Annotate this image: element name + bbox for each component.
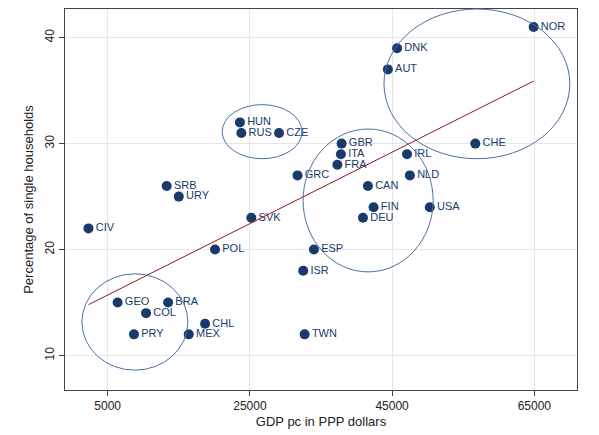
svg-text:45000: 45000 xyxy=(375,399,409,413)
svg-text:65000: 65000 xyxy=(518,399,552,413)
svg-text:ISR: ISR xyxy=(310,264,328,276)
svg-text:RUS: RUS xyxy=(249,126,272,138)
svg-text:IRL: IRL xyxy=(414,147,431,159)
svg-text:CZE: CZE xyxy=(286,126,308,138)
svg-text:SVK: SVK xyxy=(259,211,282,223)
svg-text:GBR: GBR xyxy=(349,136,373,148)
svg-text:SRB: SRB xyxy=(174,179,197,191)
svg-text:NOR: NOR xyxy=(541,20,566,32)
svg-text:MEX: MEX xyxy=(196,327,221,339)
svg-text:POL: POL xyxy=(222,242,244,254)
svg-text:CHE: CHE xyxy=(483,136,506,148)
svg-text:FIN: FIN xyxy=(381,200,399,212)
svg-text:NLD: NLD xyxy=(417,168,439,180)
svg-text:CHL: CHL xyxy=(212,317,234,329)
svg-text:CAN: CAN xyxy=(375,179,398,191)
svg-text:FRA: FRA xyxy=(345,158,368,170)
svg-text:AUT: AUT xyxy=(395,62,417,74)
svg-text:GDP pc in PPP dollars: GDP pc in PPP dollars xyxy=(256,414,387,429)
svg-text:25000: 25000 xyxy=(233,399,267,413)
svg-text:20: 20 xyxy=(43,241,57,255)
svg-text:Percentage of single household: Percentage of single households xyxy=(21,105,36,294)
svg-text:TWN: TWN xyxy=(312,327,337,339)
svg-text:USA: USA xyxy=(437,200,460,212)
svg-text:HUN: HUN xyxy=(247,115,271,127)
svg-text:DNK: DNK xyxy=(404,41,428,53)
svg-text:GRC: GRC xyxy=(305,168,330,180)
svg-text:10: 10 xyxy=(43,347,57,361)
svg-text:5000: 5000 xyxy=(94,399,121,413)
svg-text:30: 30 xyxy=(43,135,57,149)
svg-text:ITA: ITA xyxy=(348,147,365,159)
svg-text:BRA: BRA xyxy=(175,295,198,307)
svg-text:40: 40 xyxy=(43,29,57,43)
svg-text:CIV: CIV xyxy=(96,221,115,233)
svg-text:COL: COL xyxy=(153,306,176,318)
svg-text:ESP: ESP xyxy=(321,242,343,254)
svg-text:PRY: PRY xyxy=(141,327,164,339)
svg-text:DEU: DEU xyxy=(370,211,393,223)
svg-text:URY: URY xyxy=(186,189,210,201)
svg-text:GEO: GEO xyxy=(125,295,150,307)
